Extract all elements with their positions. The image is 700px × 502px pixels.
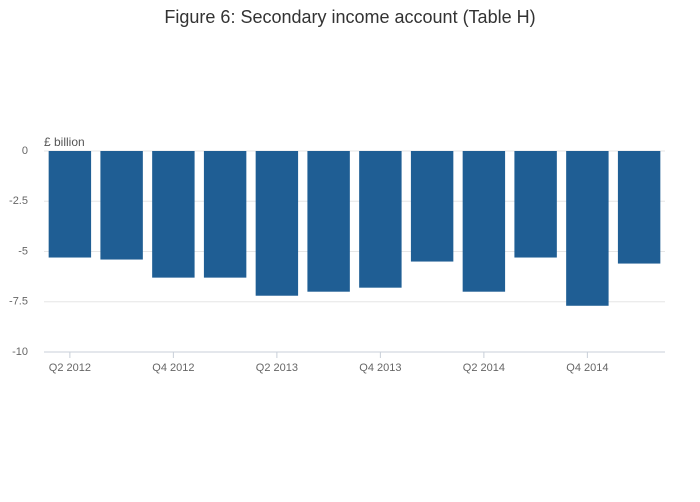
bar [100,151,143,260]
x-tick-label: Q2 2013 [256,362,298,374]
bar [152,151,195,278]
y-tick-label: -7.5 [9,296,28,308]
x-tick-label: Q2 2012 [49,362,91,374]
y-axis-label: £ billion [44,135,85,149]
bar [203,151,247,278]
bar [617,151,661,264]
bar [255,151,299,296]
y-tick-label: 0 [22,145,28,157]
bar [359,151,402,288]
chart-title: Figure 6: Secondary income account (Tabl… [164,7,535,27]
x-tick-label: Q4 2012 [152,362,194,374]
bar [410,151,454,262]
bar [514,151,557,258]
x-tick-label: Q2 2014 [463,362,505,374]
y-tick-label: -5 [18,245,28,257]
bar [48,151,92,258]
x-tick-label: Q4 2014 [566,362,608,374]
y-tick-label: -10 [12,346,28,358]
y-tick-label: -2.5 [9,195,28,207]
x-tick-label: Q4 2013 [359,362,401,374]
bar [307,151,350,292]
bar [566,151,609,306]
bar [462,151,506,292]
